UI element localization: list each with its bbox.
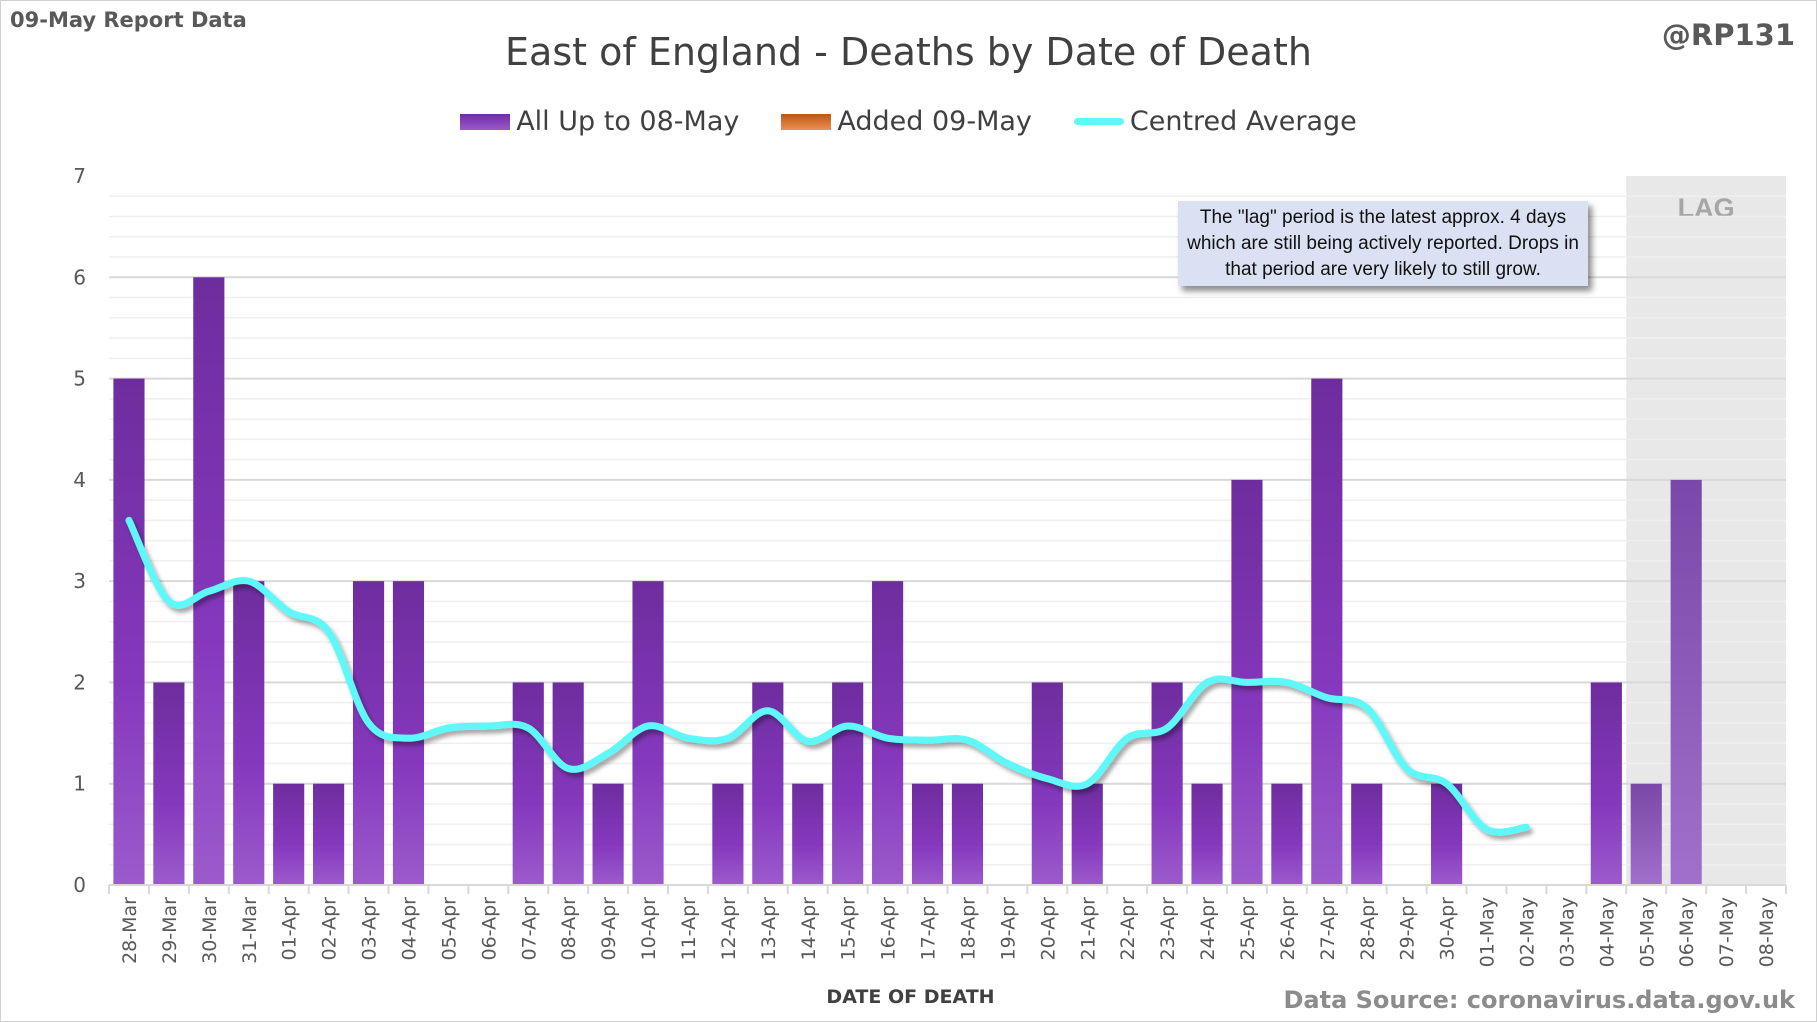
x-tick-label: 29-Apr	[1397, 897, 1419, 961]
x-tick-label: 01-May	[1477, 897, 1499, 967]
legend-item-all: All Up to 08-May	[460, 106, 739, 137]
legend-label-all: All Up to 08-May	[516, 106, 740, 137]
x-tick-label: 03-May	[1556, 897, 1578, 967]
bar-27-Apr	[1311, 378, 1343, 885]
x-tick-label: 22-Apr	[1117, 897, 1139, 961]
x-tick-label: 23-Apr	[1157, 897, 1179, 961]
bar-02-Apr	[313, 783, 345, 885]
x-tick-label: 02-Apr	[319, 897, 341, 961]
x-tick-label: 20-Apr	[1037, 897, 1059, 961]
x-tick-label: 24-Apr	[1197, 897, 1219, 961]
bar-28-Apr	[1351, 783, 1383, 885]
y-tick-label: 5	[73, 367, 86, 391]
lag-region	[1626, 176, 1786, 885]
x-tick-label: 06-Apr	[478, 897, 500, 961]
x-tick-label: 15-Apr	[838, 897, 860, 961]
x-tick-label: 04-Apr	[398, 897, 420, 961]
x-tick-label: 10-Apr	[638, 897, 660, 961]
legend-item-added: Added 09-May	[781, 106, 1032, 137]
report-label: 09-May Report Data	[10, 8, 247, 32]
bar-21-Apr	[1071, 783, 1103, 885]
y-tick-label: 2	[73, 670, 86, 694]
x-tick-label: 11-Apr	[678, 897, 700, 961]
centred-average-line	[125, 516, 1530, 836]
bar-30-Mar	[193, 277, 225, 885]
y-tick-label: 1	[73, 772, 86, 796]
x-tick-label: 16-Apr	[878, 897, 900, 961]
x-tick-label: 05-May	[1636, 897, 1658, 967]
bar-30-Apr	[1431, 783, 1463, 885]
x-tick-label: 21-Apr	[1077, 897, 1099, 961]
x-tick-label: 09-Apr	[598, 897, 620, 961]
bar-15-Apr	[832, 682, 864, 885]
x-axis-title: DATE OF DEATH	[826, 986, 995, 1008]
x-tick-label: 31-Mar	[239, 897, 261, 964]
author-handle: @RP131	[1661, 18, 1795, 52]
lag-annotation: The "lag" period is the latest approx. 4…	[1178, 201, 1588, 286]
bar-04-Apr	[392, 581, 425, 885]
x-tick-label: 17-Apr	[918, 897, 940, 961]
x-tick-label: 18-Apr	[957, 897, 979, 961]
y-tick-label: 4	[73, 468, 86, 492]
bar-17-Apr	[911, 783, 944, 885]
y-tick-label: 0	[73, 873, 86, 897]
x-tick-label: 27-Apr	[1317, 897, 1339, 961]
x-tick-label: 03-Apr	[359, 897, 381, 961]
bar-31-Mar	[233, 581, 265, 885]
x-tick-label: 07-Apr	[518, 897, 540, 961]
x-tick-label: 12-Apr	[718, 897, 740, 961]
bar-09-Apr	[592, 783, 624, 885]
bar-06-May	[1670, 479, 1702, 885]
bar-04-May	[1590, 682, 1622, 885]
bar-05-May	[1630, 783, 1662, 885]
data-source: Data Source: coronavirus.data.gov.uk	[1283, 986, 1796, 1014]
lag-label: LAG	[1678, 193, 1735, 223]
bar-18-Apr	[951, 783, 984, 885]
bar-26-Apr	[1271, 783, 1303, 885]
legend-swatch-all	[460, 113, 511, 130]
x-tick-label: 06-May	[1676, 897, 1698, 967]
x-tick-label: 29-Mar	[159, 897, 181, 964]
x-tick-label: 01-Apr	[279, 897, 301, 961]
legend-swatch-added	[781, 113, 832, 130]
bar-07-Apr	[512, 682, 544, 885]
y-tick-label: 7	[73, 164, 86, 188]
y-tick-label: 3	[73, 569, 86, 593]
bar-12-Apr	[712, 783, 744, 885]
y-tick-label: 6	[73, 265, 86, 289]
legend-label-added: Added 09-May	[837, 106, 1032, 137]
x-tick-label: 05-Apr	[438, 897, 460, 961]
bar-28-Mar	[113, 378, 145, 885]
bar-24-Apr	[1191, 783, 1223, 885]
chart-title: East of England - Deaths by Date of Deat…	[505, 30, 1312, 74]
x-tick-label: 28-Apr	[1357, 897, 1379, 961]
x-tick-label: 14-Apr	[798, 897, 820, 961]
x-tick-label: 26-Apr	[1277, 897, 1299, 961]
bar-01-Apr	[273, 783, 305, 885]
x-tick-label: 08-Apr	[558, 897, 580, 961]
legend-label-average: Centred Average	[1129, 106, 1357, 137]
x-tick-label: 08-May	[1756, 897, 1778, 967]
bar-14-Apr	[792, 783, 824, 885]
bar-29-Mar	[153, 682, 185, 885]
x-tick-label: 19-Apr	[997, 897, 1019, 961]
x-tick-label: 25-Apr	[1237, 897, 1259, 961]
x-tick-label: 30-Mar	[199, 897, 221, 964]
legend-item-average: Centred Average	[1073, 106, 1357, 137]
bar-08-Apr	[552, 682, 584, 885]
x-tick-label: 28-Mar	[119, 897, 141, 964]
x-tick-label: 02-May	[1516, 897, 1538, 967]
x-tick-label: 07-May	[1716, 897, 1738, 967]
x-tick-label: 04-May	[1596, 897, 1618, 967]
x-tick-label: 13-Apr	[758, 897, 780, 961]
legend: All Up to 08-May Added 09-May Centred Av…	[0, 106, 1817, 137]
legend-swatch-average	[1073, 118, 1124, 125]
x-tick-label: 30-Apr	[1437, 897, 1459, 961]
